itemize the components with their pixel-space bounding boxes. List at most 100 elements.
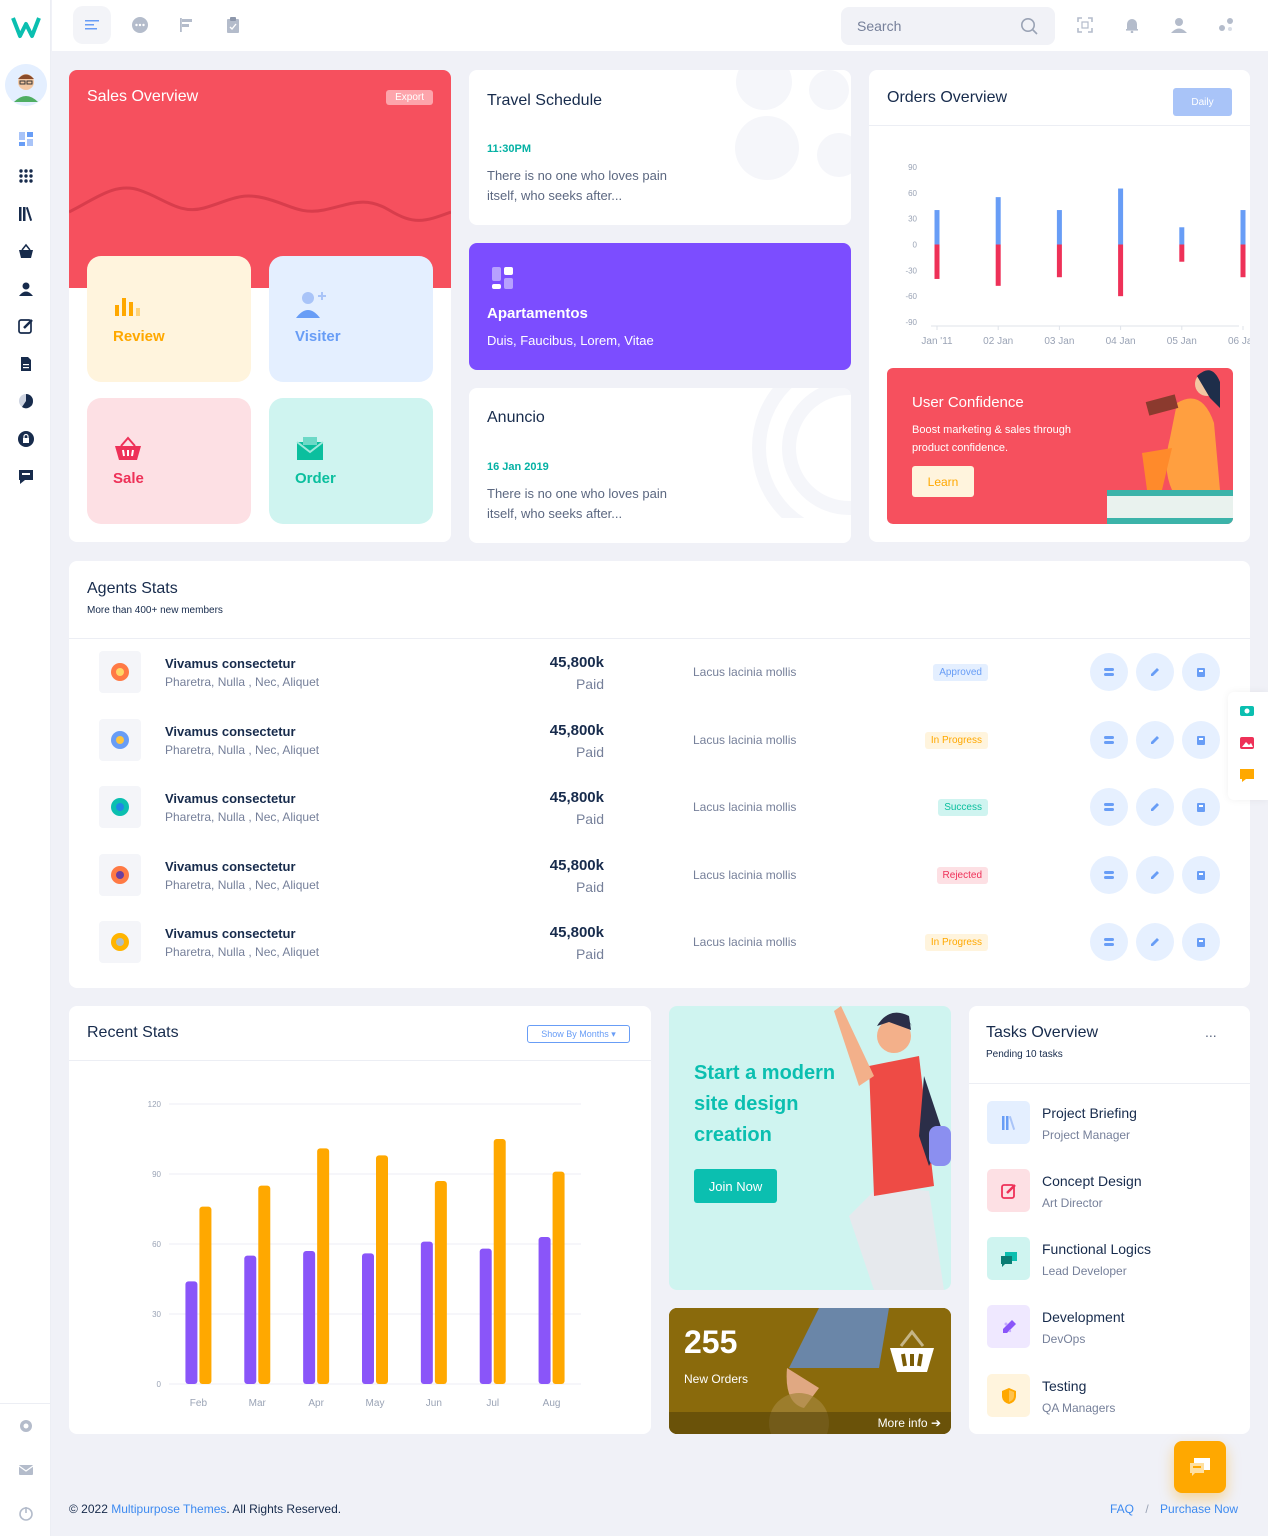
toggle-button[interactable]	[1090, 720, 1128, 759]
task-name[interactable]: Development	[1042, 1309, 1125, 1325]
power-icon[interactable]	[17, 1504, 35, 1522]
user-avatar[interactable]	[5, 64, 47, 106]
notifications-button[interactable]	[1113, 6, 1151, 44]
x-tick-label: Apr	[308, 1398, 324, 1409]
tasks-more-menu[interactable]: ...	[1205, 1024, 1217, 1040]
chat-icon[interactable]	[17, 467, 35, 485]
bar-positive	[934, 210, 940, 245]
agents-divider	[69, 638, 1250, 639]
delete-button[interactable]	[1182, 788, 1220, 826]
camera-icon[interactable]	[1239, 704, 1255, 718]
lock-icon[interactable]	[17, 430, 35, 448]
x-tick-label: Jul	[486, 1398, 499, 1409]
task-name[interactable]: Testing	[1042, 1378, 1087, 1394]
faq-link[interactable]: FAQ	[1110, 1502, 1135, 1516]
task-name[interactable]: Project Briefing	[1042, 1105, 1137, 1121]
agent-amount: 45,800k	[549, 924, 604, 941]
delete-button[interactable]	[1182, 923, 1220, 961]
pipette-icon	[987, 1305, 1030, 1348]
task-name[interactable]: Functional Logics	[1042, 1241, 1151, 1257]
pencil-icon	[1151, 735, 1159, 744]
edit-button[interactable]	[1136, 855, 1174, 894]
edit-button[interactable]	[1136, 653, 1174, 691]
toggle-button[interactable]	[1090, 653, 1128, 691]
recent-stats-bar-chart: 120 90 60 30 0 Feb Mar Apr May Jun Jul Aug	[148, 1100, 581, 1409]
menu-toggle-button[interactable]	[73, 6, 111, 44]
user-confidence-banner: User Confidence Boost marketing & sales …	[887, 368, 1233, 524]
edit-button[interactable]	[1136, 720, 1174, 759]
export-button[interactable]: Export	[386, 90, 433, 105]
new-orders-count: 255	[684, 1324, 738, 1360]
fullscreen-button[interactable]	[1066, 6, 1104, 44]
toggle-button[interactable]	[1090, 788, 1128, 826]
delete-button[interactable]	[1182, 653, 1220, 691]
agent-paid-status: Paid	[575, 946, 604, 962]
user-confidence-title: User Confidence	[912, 394, 1024, 411]
clipboard-button[interactable]	[214, 6, 252, 44]
document-icon[interactable]	[17, 355, 35, 373]
agent-name[interactable]: Vivamus consectetur	[165, 791, 296, 806]
copyright-prefix: © 2022	[69, 1502, 112, 1516]
bar	[434, 1181, 447, 1384]
agent-tags: Pharetra, Nulla , Nec, Aliquet	[165, 675, 320, 689]
top-header	[52, 0, 1268, 51]
company-link[interactable]: Multipurpose Themes	[111, 1502, 227, 1516]
shield-icon	[987, 1374, 1030, 1417]
library-icon[interactable]	[17, 205, 35, 223]
task-name[interactable]: Concept Design	[1042, 1173, 1142, 1189]
pie-chart-icon[interactable]	[17, 392, 35, 410]
apps-grid-icon[interactable]	[17, 167, 35, 185]
purchase-now-link[interactable]: Purchase Now	[1160, 1502, 1239, 1516]
logo-icon[interactable]	[11, 14, 41, 40]
caret-down-icon: ▾	[611, 1029, 616, 1039]
join-now-button[interactable]: Join Now	[694, 1169, 777, 1203]
agent-name[interactable]: Vivamus consectetur	[165, 858, 296, 874]
delete-button[interactable]	[1182, 855, 1220, 894]
tile-order[interactable]: Order	[269, 398, 433, 524]
travel-schedule-card: Travel Schedule 11:30PM There is no one …	[469, 70, 851, 225]
apartments-card[interactable]: Apartamentos Duis, Faucibus, Lorem, Vita…	[469, 243, 851, 370]
dashboard-icon[interactable]	[17, 130, 35, 148]
delete-button[interactable]	[1182, 720, 1220, 759]
flag-button[interactable]	[167, 6, 205, 44]
chat-button[interactable]	[121, 6, 159, 44]
learn-button[interactable]: Learn	[912, 466, 974, 497]
add-user-icon	[296, 292, 326, 318]
basket-icon[interactable]	[17, 243, 35, 261]
edit-button[interactable]	[1136, 788, 1174, 826]
fullscreen-icon	[1077, 17, 1093, 33]
tasks-divider	[969, 1083, 1250, 1084]
profile-button[interactable]	[1160, 6, 1198, 44]
more-info-link[interactable]: More info ➔	[878, 1416, 941, 1430]
user-confidence-text: Boost marketing & sales through product …	[912, 424, 1071, 454]
agent-name[interactable]: Vivamus consectetur	[165, 723, 296, 739]
toggle-button[interactable]	[1090, 855, 1128, 894]
user-icon[interactable]	[17, 280, 35, 298]
new-orders-card[interactable]: 255 New Orders More info ➔	[669, 1308, 951, 1434]
show-by-months-select[interactable]: Show By Months ▾	[527, 1025, 630, 1043]
image-icon[interactable]	[1239, 736, 1255, 750]
menu-icon	[85, 20, 99, 30]
toggle-icon	[1104, 668, 1114, 676]
daily-filter-button[interactable]: Daily	[1173, 88, 1232, 116]
settings-toggle-button[interactable]	[1207, 6, 1245, 44]
agent-name[interactable]: Vivamus consectetur	[165, 926, 296, 941]
sales-overview-banner: Sales Overview Export	[69, 70, 451, 288]
agent-name[interactable]: Vivamus consectetur	[165, 656, 296, 671]
chat-orange-icon[interactable]	[1239, 768, 1255, 782]
search-icon[interactable]	[1020, 17, 1038, 35]
search-input[interactable]	[841, 7, 1055, 45]
sidebar	[0, 0, 51, 1536]
tile-sale[interactable]: Sale	[87, 398, 251, 524]
trash-icon	[1197, 735, 1205, 745]
edit-button[interactable]	[1136, 923, 1174, 961]
toggle-button[interactable]	[1090, 923, 1128, 961]
mail-icon[interactable]	[17, 1461, 35, 1479]
tile-visiter[interactable]: Visiter	[269, 256, 433, 382]
apartments-title: Apartamentos	[487, 305, 588, 322]
toggle-icon	[1104, 870, 1114, 879]
floating-chat-button[interactable]	[1174, 1441, 1226, 1493]
edit-icon[interactable]	[17, 317, 35, 335]
settings-icon[interactable]	[17, 1417, 35, 1435]
tile-review[interactable]: Review	[87, 256, 251, 382]
